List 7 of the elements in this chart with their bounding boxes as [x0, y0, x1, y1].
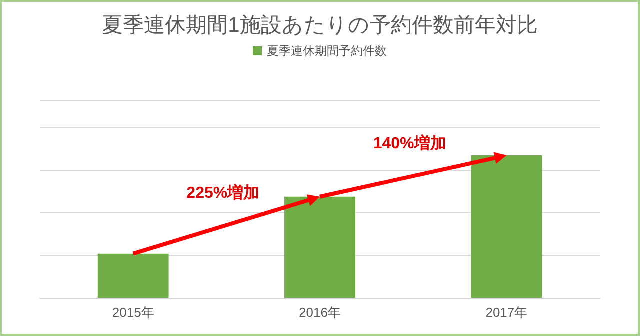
- chart-title: 夏季連休期間1施設あたりの予約件数前年対比: [102, 14, 538, 37]
- x-tick-label: 2015年: [112, 305, 154, 320]
- annotation: 225%増加: [186, 182, 260, 202]
- text: 140%増加: [373, 134, 446, 153]
- legend-label: 夏季連休期間予約件数: [267, 44, 387, 58]
- x-tick-label: 2017年: [486, 305, 528, 320]
- x-tick-label: 2016年: [299, 305, 341, 320]
